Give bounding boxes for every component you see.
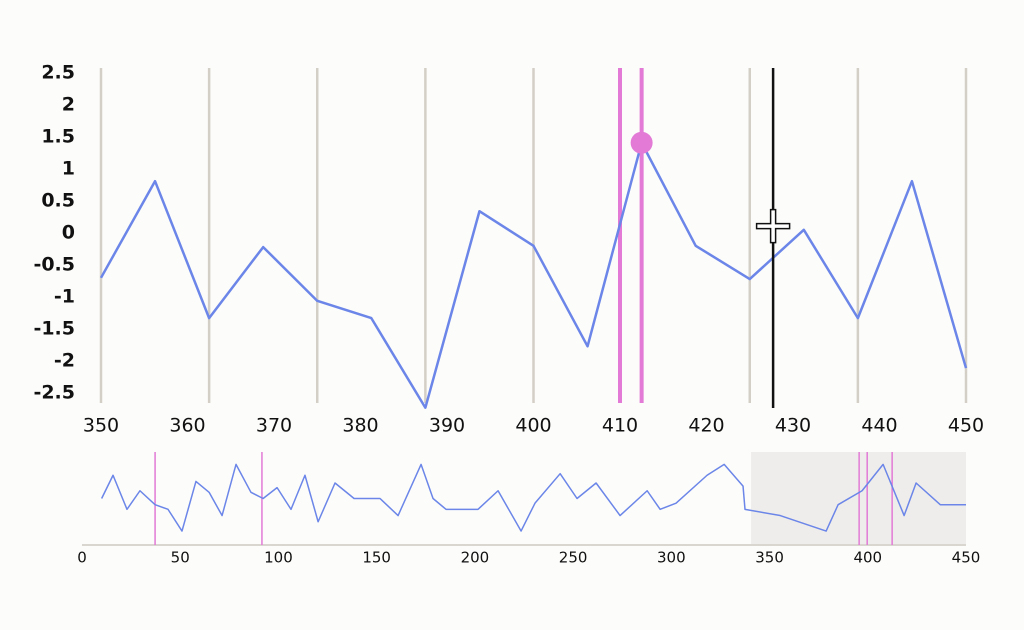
x-tick-label: 410 <box>602 415 638 437</box>
y-tick-label: -1.5 <box>33 318 75 340</box>
x-tick-label: 300 <box>657 549 686 567</box>
y-tick-label: -0.5 <box>33 254 75 276</box>
x-tick-label: 250 <box>559 549 588 567</box>
y-tick-label: -2.5 <box>33 382 75 404</box>
x-tick-label: 440 <box>861 415 897 437</box>
x-tick-label: 150 <box>362 549 391 567</box>
x-tick-label: 200 <box>461 549 490 567</box>
y-tick-label: 1.5 <box>41 126 75 148</box>
x-tick-label: 420 <box>688 415 724 437</box>
x-tick-label: 50 <box>171 549 190 567</box>
y-tick-label: 1 <box>62 158 75 180</box>
x-tick-label: 350 <box>83 415 119 437</box>
x-tick-label: 360 <box>169 415 205 437</box>
data-line <box>100 463 966 532</box>
y-tick-label: -1 <box>54 286 75 308</box>
x-tick-label: 450 <box>948 415 984 437</box>
y-tick-label: 2 <box>62 94 75 116</box>
y-tick-label: 0 <box>62 222 75 244</box>
x-tick-label: 0 <box>77 549 87 567</box>
x-tick-label: 370 <box>256 415 292 437</box>
y-tick-label: -2 <box>54 350 75 372</box>
x-tick-label: 380 <box>342 415 378 437</box>
crosshair-cursor <box>755 208 791 244</box>
x-tick-label: 450 <box>952 549 981 567</box>
data-line <box>99 141 968 409</box>
x-tick-label: 400 <box>853 549 882 567</box>
selected-point[interactable] <box>630 131 653 154</box>
x-tick-label: 390 <box>429 415 465 437</box>
x-tick-label: 430 <box>775 415 811 437</box>
x-tick-label: 350 <box>755 549 784 567</box>
x-tick-label: 400 <box>515 415 551 437</box>
y-tick-label: 2.5 <box>41 62 75 84</box>
y-tick-label: 0.5 <box>41 190 75 212</box>
x-tick-label: 100 <box>264 549 293 567</box>
